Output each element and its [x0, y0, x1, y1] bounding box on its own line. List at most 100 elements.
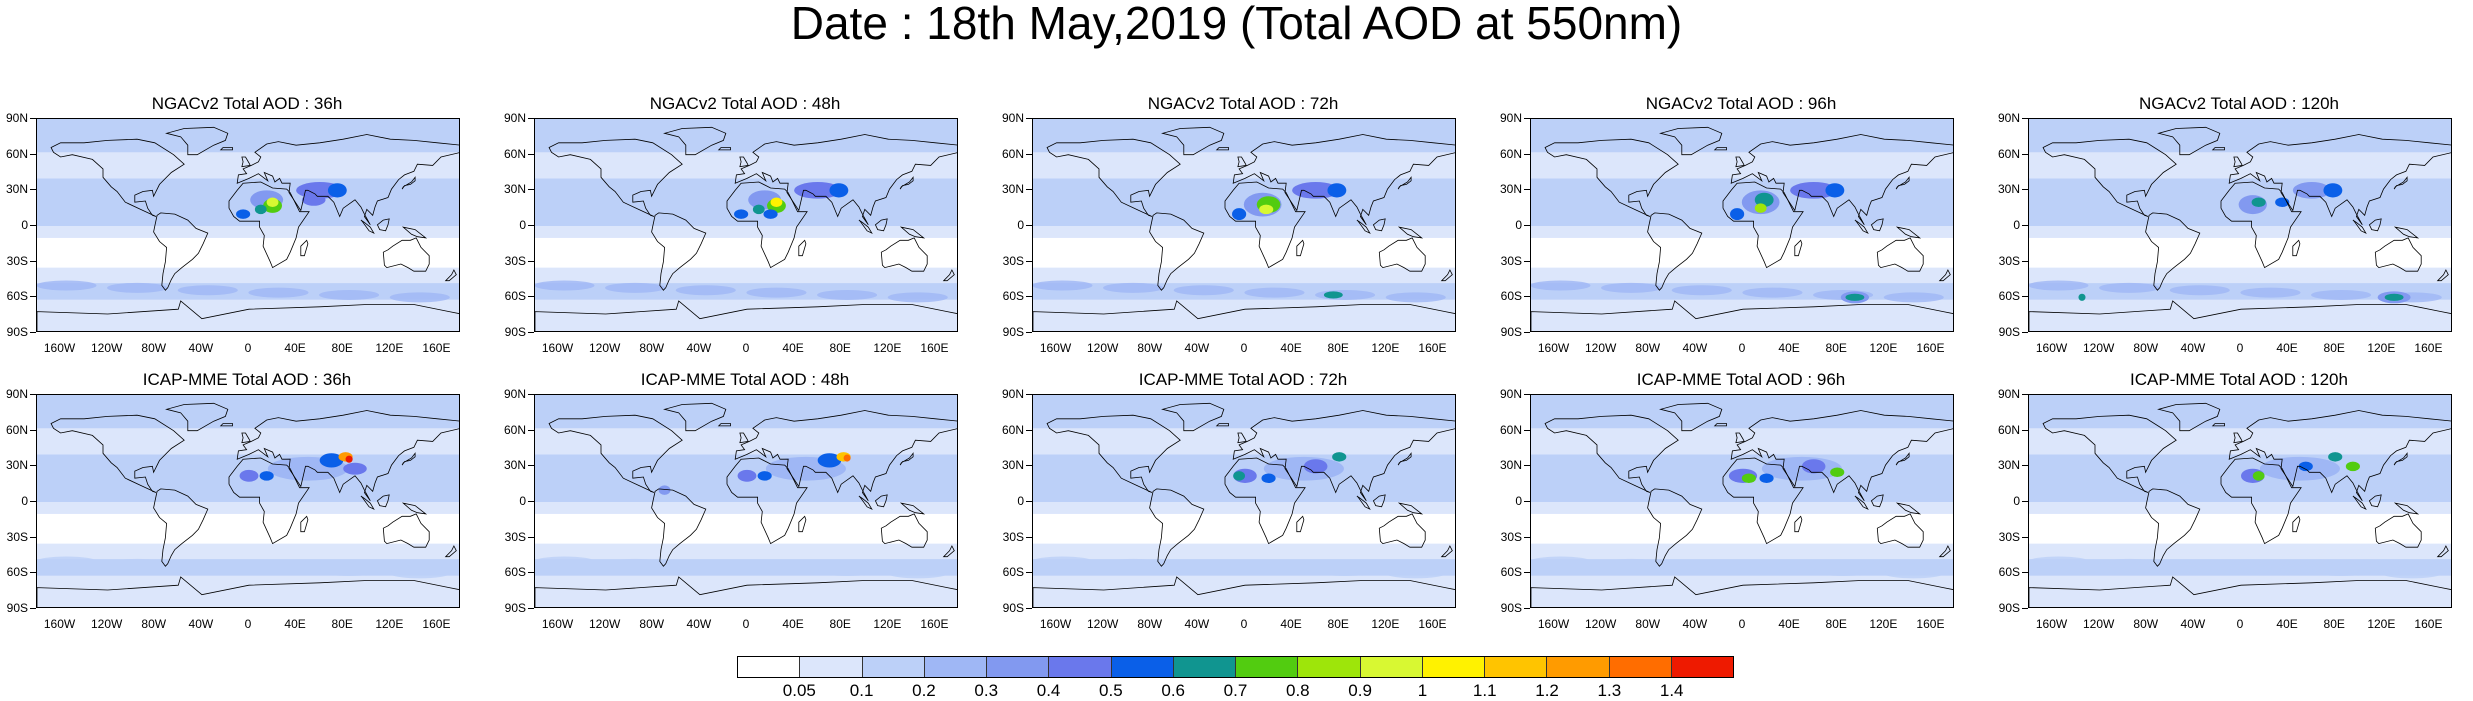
latitude-tick	[2022, 296, 2028, 298]
longitude-label: 120W	[588, 617, 621, 631]
latitude-tick	[30, 153, 36, 155]
longitude-label: 120E	[2367, 617, 2396, 631]
latitude-tick	[30, 572, 36, 574]
longitude-label: 40W	[1184, 617, 1210, 631]
colorbar-label: 1.1	[1472, 681, 1497, 700]
latitude-label: 0	[21, 494, 28, 508]
latitude-tick	[528, 118, 534, 119]
latitude-tick	[1524, 572, 1530, 574]
longitude-label: 40W	[2180, 341, 2206, 355]
latitude-label: 30S	[1500, 529, 1522, 544]
longitude-label: 160W	[541, 617, 574, 631]
latitude-label: 90S	[504, 601, 526, 615]
longitude-label: 40E	[782, 341, 804, 355]
latitude-tick	[1524, 296, 1530, 298]
longitude-label: 40W	[686, 617, 712, 631]
colorbar-label: 0.4	[1036, 681, 1061, 700]
latitude-label: 90S	[1500, 601, 1522, 615]
panel-title: ICAP-MME Total AOD : 120h	[2130, 370, 2348, 389]
latitude-label: 60N	[5, 146, 28, 161]
map-panel: NGACv2 Total AOD : 96h 90N 60N 30N 0 30S 60S 90…	[1494, 92, 1984, 362]
latitude-tick	[1524, 260, 1530, 262]
colorbar-box	[800, 657, 863, 677]
longitude-label: 80W	[141, 341, 167, 355]
longitude-label: 160E	[2414, 617, 2443, 631]
latitude-tick	[2022, 118, 2028, 119]
latitude-label: 30S	[1002, 529, 1024, 544]
colorbar-box	[1173, 657, 1236, 677]
latitude-tick	[2022, 153, 2028, 155]
latitude-tick	[2022, 260, 2028, 262]
latitude-tick	[528, 429, 534, 431]
longitude-label: 120W	[2082, 617, 2115, 631]
latitude-label: 30N	[5, 458, 28, 473]
latitude-label: 90N	[5, 111, 28, 125]
latitude-tick	[1524, 153, 1530, 155]
latitude-tick	[30, 332, 36, 333]
latitude-tick	[528, 296, 534, 298]
latitude-label: 60N	[1997, 422, 2020, 437]
longitude-label: 0	[742, 341, 750, 355]
colorbar-label: 0.05	[782, 681, 816, 700]
colorbar-box	[1236, 657, 1299, 677]
longitude-label: 40E	[2276, 341, 2298, 355]
latitude-tick	[30, 394, 36, 395]
latitude-label: 90N	[1997, 111, 2020, 125]
latitude-tick	[30, 118, 36, 119]
colorbar-label: 1.2	[1535, 681, 1559, 700]
latitude-tick	[528, 189, 534, 191]
longitude-label: 0	[1240, 617, 1248, 631]
panel-title: ICAP-MME Total AOD : 48h	[640, 370, 850, 389]
longitude-label: 120W	[90, 617, 123, 631]
longitude-label: 120W	[1086, 617, 1119, 631]
latitude-label: 60N	[1001, 422, 1024, 437]
latitude-tick	[2022, 572, 2028, 574]
latitude-label: 30N	[1499, 182, 1522, 197]
longitude-label: 160W	[2035, 617, 2068, 631]
aod-map	[2028, 394, 2452, 608]
latitude-label: 90N	[503, 387, 526, 401]
longitude-label: 80W	[639, 617, 665, 631]
latitude-label: 30S	[504, 529, 526, 544]
latitude-label: 90N	[1001, 111, 1024, 125]
longitude-label: 160E	[1418, 341, 1447, 355]
latitude-label: 0	[1515, 218, 1522, 232]
latitude-label: 60S	[1998, 565, 2020, 580]
longitude-label: 40E	[2276, 617, 2298, 631]
latitude-label: 60S	[6, 289, 28, 304]
longitude-label: 80E	[829, 617, 851, 631]
longitude-label: 40W	[2180, 617, 2206, 631]
colorbar-box	[1111, 657, 1174, 677]
latitude-tick	[1026, 501, 1032, 502]
latitude-tick	[528, 153, 534, 155]
latitude-tick	[2022, 501, 2028, 502]
latitude-tick	[1026, 536, 1032, 538]
longitude-label: 80E	[331, 341, 353, 355]
longitude-label: 120E	[375, 341, 404, 355]
longitude-label: 0	[244, 341, 252, 355]
map-panel: ICAP-MME Total AOD : 96h 90N 60N 30N 0 30S 60S…	[1494, 368, 1984, 638]
latitude-tick	[1026, 465, 1032, 467]
colorbar-box	[1422, 657, 1485, 677]
latitude-label: 90S	[6, 601, 28, 615]
map-panel: NGACv2 Total AOD : 36h 90N 60N 30N 0 30S 60S 90…	[0, 92, 490, 362]
longitude-label: 160W	[1537, 341, 1570, 355]
latitude-label: 90S	[1002, 325, 1024, 339]
colorbar-label: 0.6	[1161, 681, 1186, 700]
longitude-label: 0	[2236, 341, 2244, 355]
longitude-label: 80W	[639, 341, 665, 355]
latitude-label: 0	[519, 218, 526, 232]
colorbar-box	[1671, 657, 1733, 677]
latitude-tick	[2022, 608, 2028, 609]
colorbar	[737, 656, 1734, 678]
panel-title: ICAP-MME Total AOD : 72h	[1138, 370, 1348, 389]
longitude-label: 80E	[331, 617, 353, 631]
aod-map	[1530, 394, 1954, 608]
longitude-label: 120W	[1086, 341, 1119, 355]
longitude-label: 0	[244, 617, 252, 631]
longitude-label: 120E	[1869, 341, 1898, 355]
longitude-label: 80W	[1137, 617, 1163, 631]
longitude-label: 40E	[782, 617, 804, 631]
panel-title: NGACv2 Total AOD : 96h	[1645, 94, 1837, 113]
longitude-label: 160E	[422, 341, 451, 355]
